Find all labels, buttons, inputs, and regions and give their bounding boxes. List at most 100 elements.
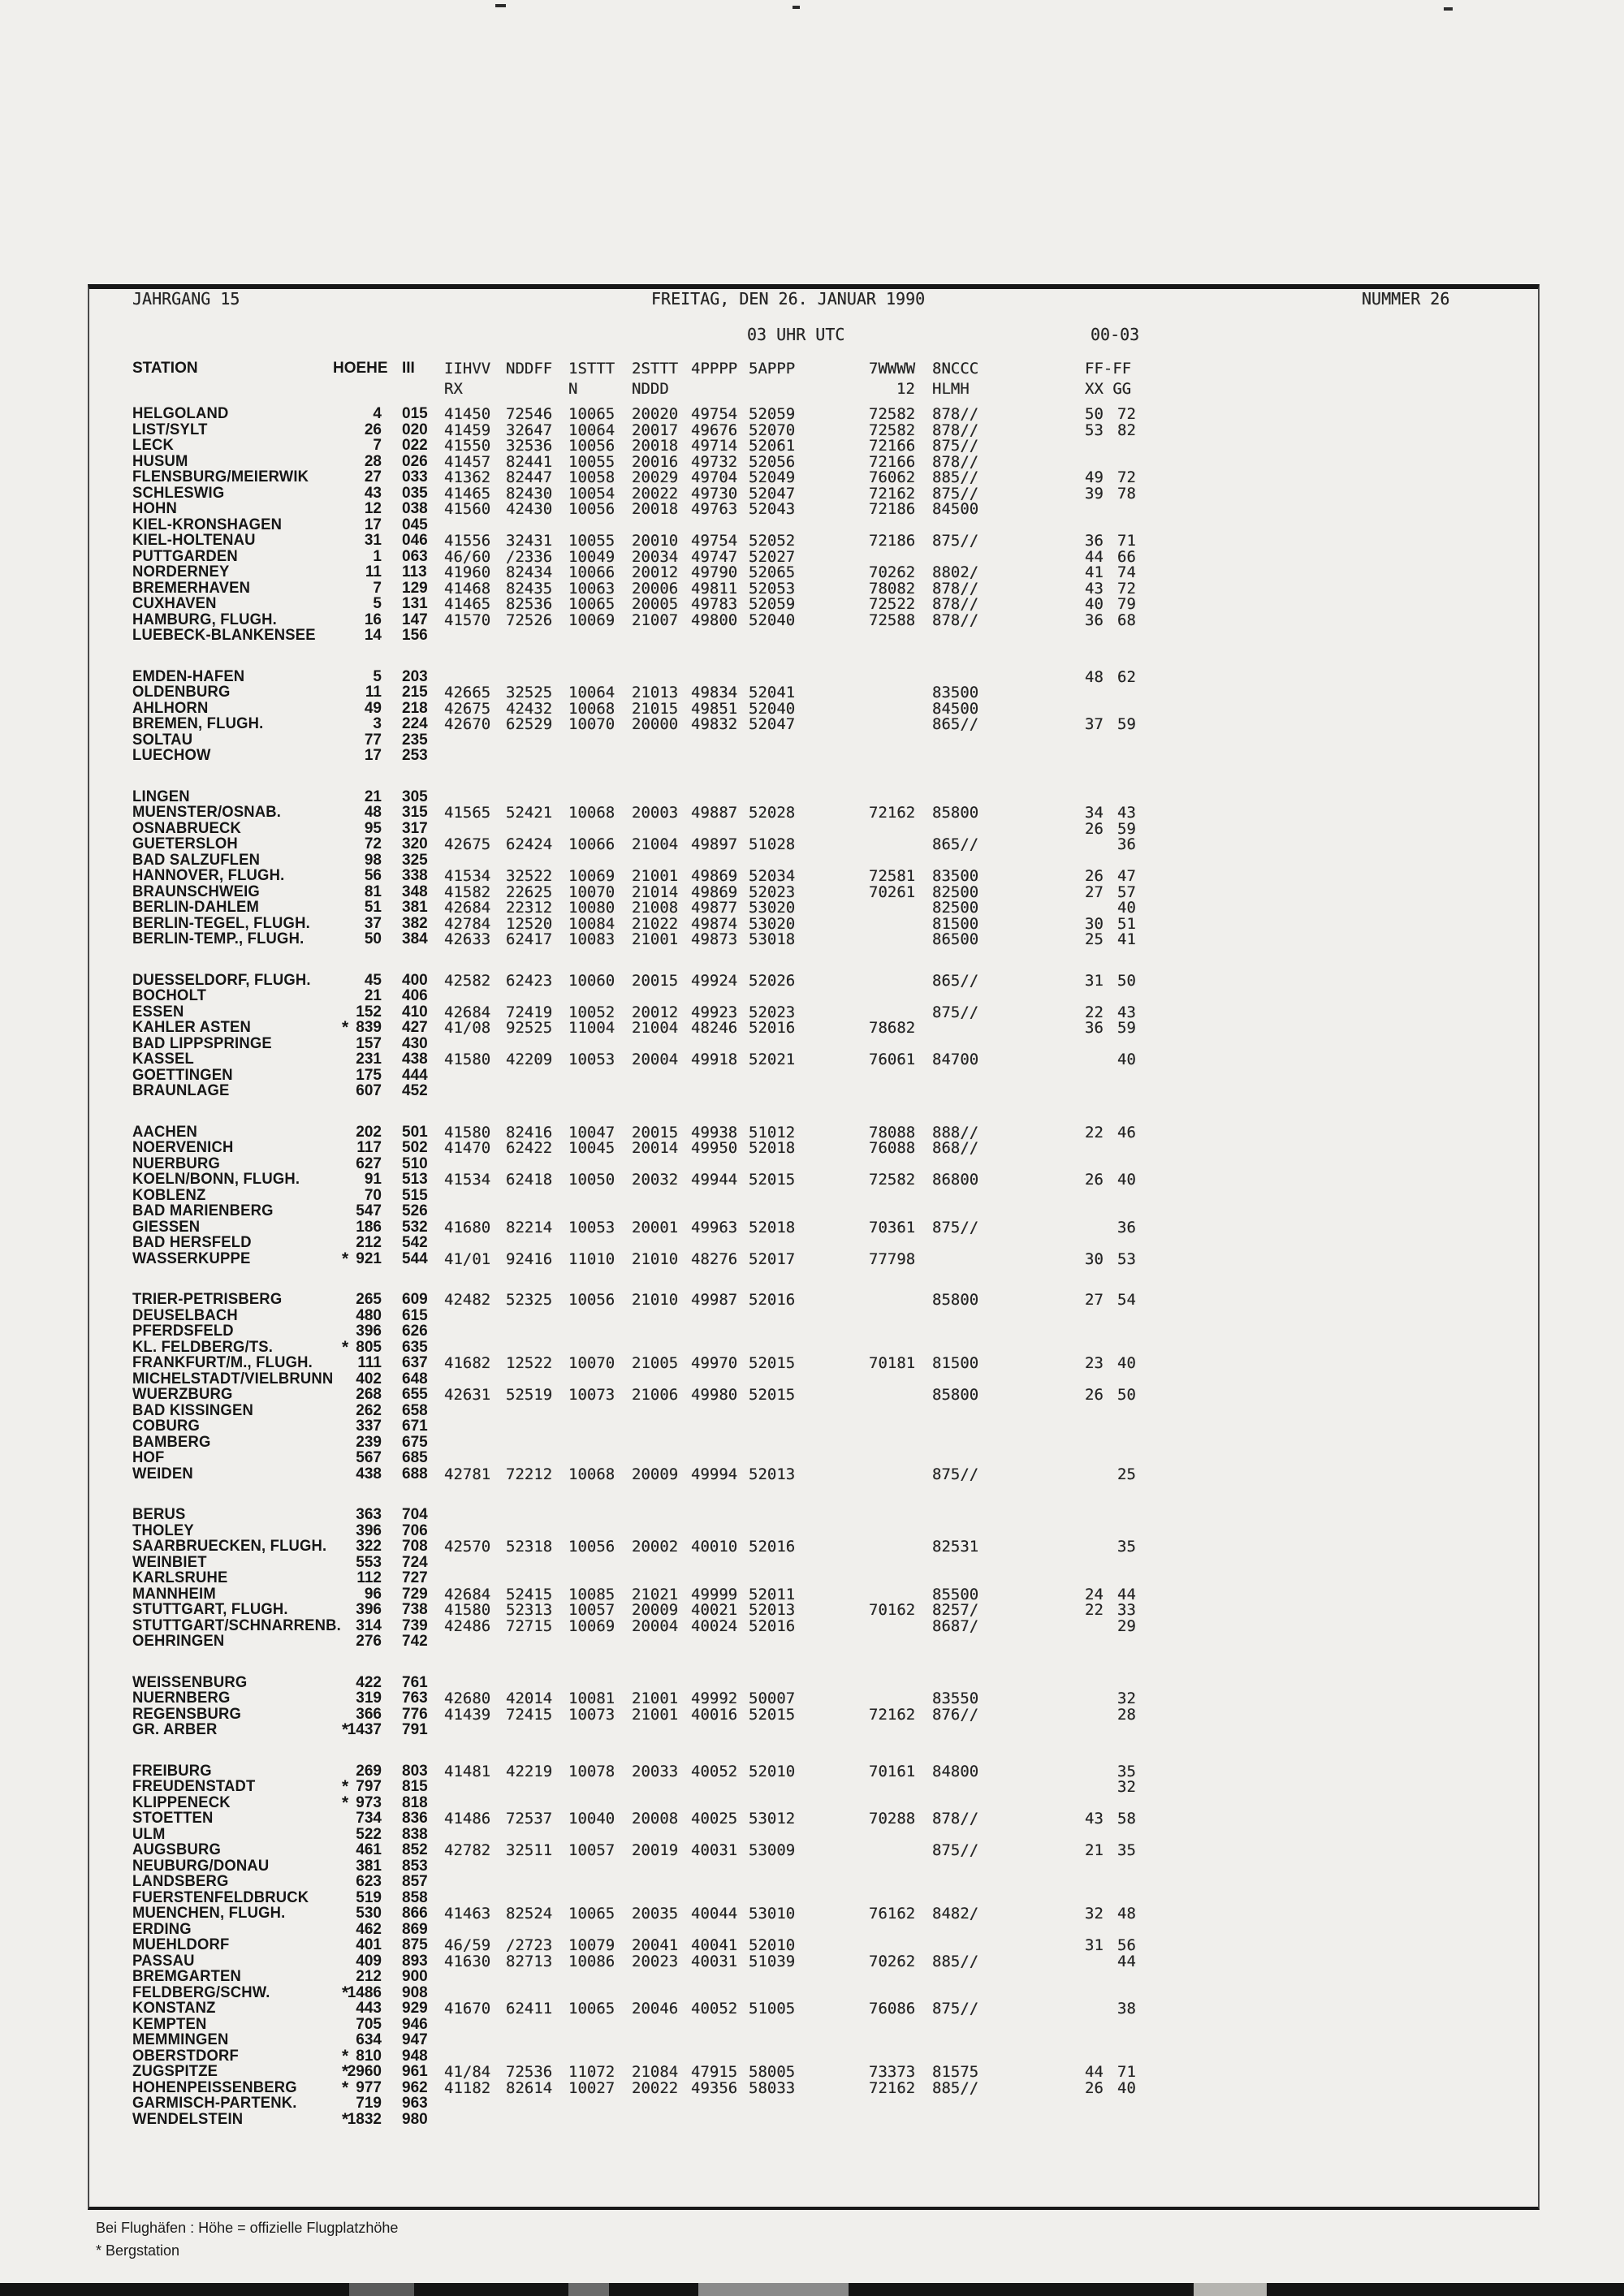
obs-group: 51005 xyxy=(749,2000,796,2018)
obs-group: 72419 xyxy=(506,1003,553,1021)
station-number: 020 xyxy=(402,421,428,438)
obs-group: 20023 xyxy=(632,1953,679,1970)
station-name: WUERZBURG xyxy=(132,1386,233,1403)
obs-group: 50007 xyxy=(749,1690,796,1707)
wind-max-xx: 43 xyxy=(1085,580,1104,598)
cloud-group: 875// xyxy=(932,1003,979,1021)
station-elevation: 49 xyxy=(364,700,382,717)
obs-group: 40010 xyxy=(691,1538,738,1556)
obs-group: 49790 xyxy=(691,563,738,581)
station-elevation: 973 xyxy=(356,1794,382,1811)
table-row: ERDING 462 869 xyxy=(0,1922,1624,1938)
column-header: 2STTT xyxy=(632,360,679,378)
wind-max-xx: 22 xyxy=(1085,1601,1104,1619)
mountain-station-marker: * xyxy=(342,2078,349,2097)
obs-group: 20034 xyxy=(632,548,679,566)
obs-group: 58005 xyxy=(749,2063,796,2081)
obs-group: 41680 xyxy=(444,1219,491,1236)
station-elevation: 921 xyxy=(356,1250,382,1267)
table-row: AHLHORN 49 218 42675 42432 10068 21015 49851 520… xyxy=(0,700,1624,718)
obs-group: 10040 xyxy=(568,1810,615,1828)
obs-group: 10079 xyxy=(568,1936,615,1954)
station-number: 658 xyxy=(402,1402,428,1419)
obs-group: 52023 xyxy=(749,883,796,901)
station-number: 015 xyxy=(402,405,428,422)
column-subheader: HLMH xyxy=(932,380,970,398)
station-name: MICHELSTADT/VIELBRUNN xyxy=(132,1370,334,1388)
obs-group: 41550 xyxy=(444,437,491,455)
station-name: HELGOLAND xyxy=(132,405,229,422)
obs-group: 52041 xyxy=(749,684,796,701)
obs-group: 52421 xyxy=(506,804,553,822)
weather-group: 72582 xyxy=(869,405,916,423)
station-name: NOERVENICH xyxy=(132,1139,234,1156)
station-elevation: 56 xyxy=(364,867,382,884)
station-elevation: 17 xyxy=(364,516,382,533)
weather-group: 70261 xyxy=(869,883,916,901)
table-row: KLIPPENECK * 973 818 xyxy=(0,1794,1624,1811)
wind-gust-gg: 78 xyxy=(1117,485,1136,503)
obs-group: 72526 xyxy=(506,611,553,629)
station-elevation: 480 xyxy=(356,1307,382,1324)
station-number: 444 xyxy=(402,1067,428,1084)
obs-group: 20004 xyxy=(632,1051,679,1068)
wind-gust-gg: 35 xyxy=(1117,1538,1136,1556)
station-elevation: 1486 xyxy=(347,1984,382,2001)
obs-group: 41630 xyxy=(444,1953,491,1970)
station-name: BERLIN-DAHLEM xyxy=(132,899,260,916)
obs-group: 42670 xyxy=(444,715,491,733)
wind-max-xx: 26 xyxy=(1085,1171,1104,1189)
column-header: III xyxy=(402,360,415,377)
obs-group: 49851 xyxy=(691,700,738,718)
station-elevation: 314 xyxy=(356,1617,382,1634)
cloud-group: 878// xyxy=(932,1810,979,1828)
obs-group: 58033 xyxy=(749,2079,796,2097)
cloud-group: 82500 xyxy=(932,899,979,917)
station-elevation: 98 xyxy=(364,852,382,869)
station-elevation: 28 xyxy=(364,453,382,470)
period-label: 00-03 xyxy=(1091,325,1140,344)
wind-gust-gg: 36 xyxy=(1117,835,1136,853)
cloud-group: 83550 xyxy=(932,1690,979,1707)
obs-group: 21001 xyxy=(632,1690,679,1707)
obs-group: 10069 xyxy=(568,867,615,885)
obs-group: 49938 xyxy=(691,1124,738,1142)
table-row: KOELN/BONN, FLUGH. 91 513 41534 62418 10050 20… xyxy=(0,1171,1624,1189)
obs-group: 49999 xyxy=(691,1586,738,1603)
obs-group: 42219 xyxy=(506,1763,553,1780)
issue-date: FREITAG, DEN 26. JANUAR 1990 xyxy=(651,289,926,309)
table-row: BERLIN-TEMP., FLUGH. 50 384 42633 62417 10083… xyxy=(0,931,1624,948)
wind-gust-gg: 35 xyxy=(1117,1763,1136,1780)
obs-group: 10056 xyxy=(568,1538,615,1556)
station-elevation: 805 xyxy=(356,1339,382,1356)
mountain-station-marker: * xyxy=(342,2110,349,2129)
weather-group: 72166 xyxy=(869,453,916,471)
cloud-group: 878// xyxy=(932,611,979,629)
station-number: 776 xyxy=(402,1706,428,1723)
obs-group: 62424 xyxy=(506,835,553,853)
wind-max-xx: 36 xyxy=(1085,611,1104,629)
obs-group: 52018 xyxy=(749,1219,796,1236)
station-number: 348 xyxy=(402,883,428,900)
obs-group: 49877 xyxy=(691,899,738,917)
obs-group: 49714 xyxy=(691,437,738,455)
obs-group: 41457 xyxy=(444,453,491,471)
wind-gust-gg: 40 xyxy=(1117,1051,1136,1068)
station-name: GIESSEN xyxy=(132,1219,201,1236)
weather-group: 72186 xyxy=(869,500,916,518)
obs-group: 52070 xyxy=(749,421,796,439)
station-number: 382 xyxy=(402,915,428,932)
station-elevation: 396 xyxy=(356,1522,382,1539)
mountain-station-marker: * xyxy=(342,1720,349,1739)
obs-group: 49963 xyxy=(691,1219,738,1236)
station-number: 648 xyxy=(402,1370,428,1388)
station-elevation: 11 xyxy=(365,563,382,580)
column-header: NDDFF xyxy=(506,360,553,378)
station-number: 961 xyxy=(402,2063,428,2080)
wind-gust-gg: 38 xyxy=(1117,2000,1136,2018)
obs-group: 52016 xyxy=(749,1291,796,1309)
station-elevation: 363 xyxy=(356,1506,382,1523)
station-number: 947 xyxy=(402,2031,428,2048)
observation-time-label: 03 UHR UTC xyxy=(747,325,845,344)
wind-gust-gg: 71 xyxy=(1117,532,1136,550)
